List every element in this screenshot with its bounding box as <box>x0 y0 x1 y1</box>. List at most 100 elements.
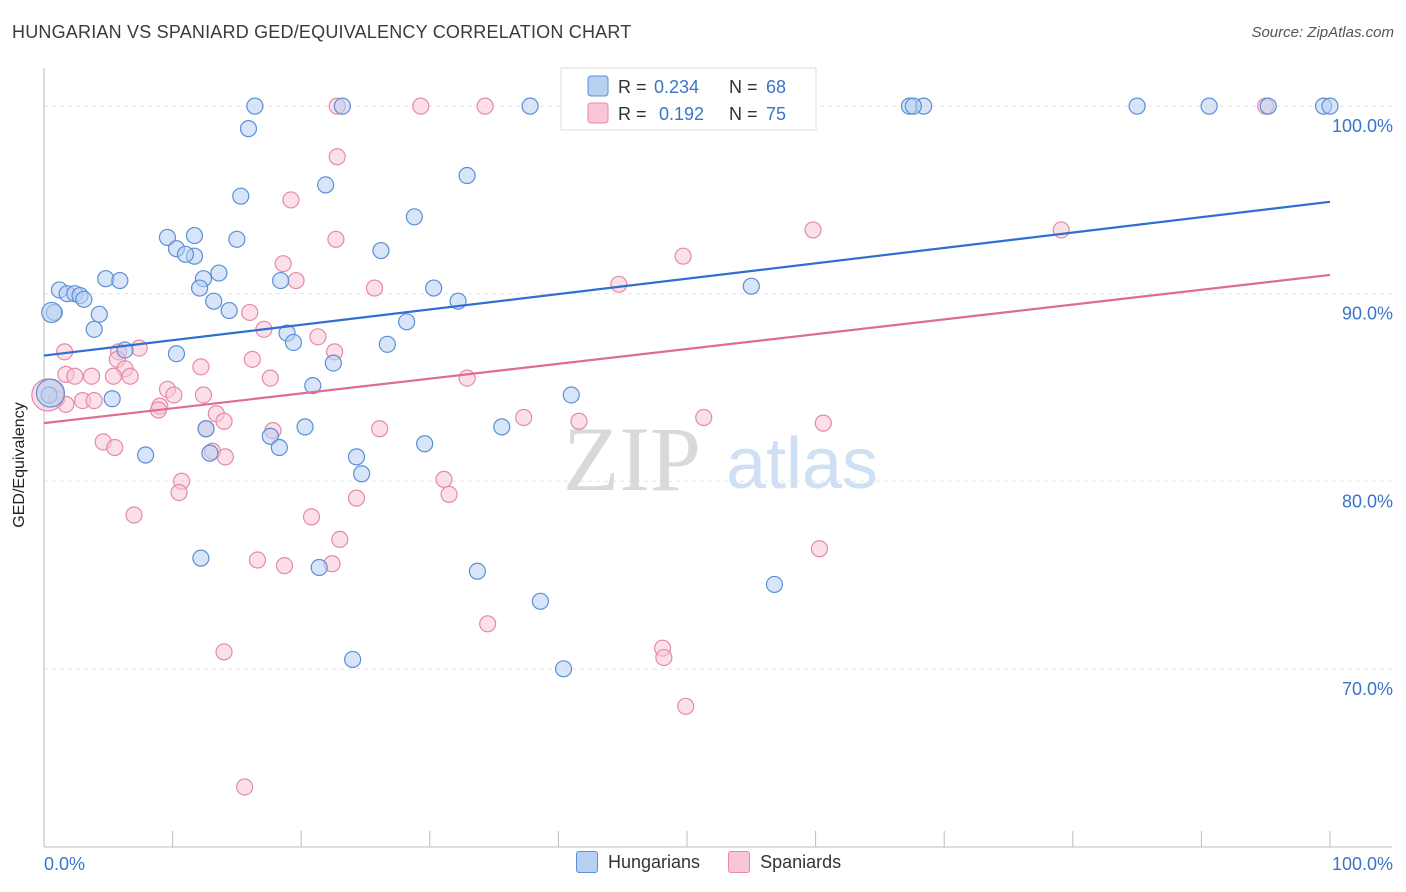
legend-swatch-spaniards-bottom <box>728 851 751 873</box>
hungarians-point-23 <box>176 245 195 263</box>
hungarians-point-21 <box>372 241 390 260</box>
spaniards-point-23 <box>243 350 261 368</box>
series-legend: Hungarians Spaniards <box>576 851 841 873</box>
watermark-atlas: atlas <box>726 424 878 504</box>
spaniards-point-57 <box>170 483 188 502</box>
spaniards-point-59 <box>347 489 366 507</box>
y-tick-label-0: 100.0% <box>1332 116 1393 136</box>
hungarians-point-7 <box>1128 97 1146 115</box>
hungarians-point-46 <box>378 335 396 353</box>
spaniards-point-28 <box>82 367 101 385</box>
hungarians-point-61 <box>201 444 219 462</box>
hungarians-point-59 <box>416 435 434 453</box>
hungarians-point-9 <box>1259 97 1277 115</box>
spaniards-point-9 <box>327 230 345 248</box>
hungarians-point-66 <box>468 562 486 580</box>
hungarians-point-70 <box>554 660 573 678</box>
spaniards-point-10 <box>674 247 692 265</box>
hungarians-point-57 <box>493 418 511 436</box>
spaniards-point-12 <box>287 271 305 290</box>
r-value-2: 0.192 <box>659 104 704 124</box>
n-label-2: N = <box>729 104 758 124</box>
hungarians-point-55 <box>296 418 314 436</box>
hungarians-point-16 <box>405 208 423 226</box>
hungarians-point-0 <box>246 97 264 115</box>
hungarians-point-43 <box>85 320 103 338</box>
hungarians-point-52 <box>304 377 322 395</box>
hungarians-point-18 <box>185 226 204 245</box>
legend-label-spaniards: Spaniards <box>760 851 842 872</box>
spaniards-point-35 <box>194 386 213 404</box>
spaniards-point-32 <box>458 369 476 387</box>
hungarians-point-12 <box>239 120 258 138</box>
hungarians-point-2 <box>521 97 539 115</box>
spaniards-point-5 <box>328 148 346 166</box>
legend-swatch-hungarians-bottom <box>576 851 598 873</box>
hungarians-point-58 <box>270 438 288 457</box>
legend-swatch-hungarians <box>587 75 609 97</box>
spaniards-point-55 <box>435 470 453 488</box>
legend-item-hungarians[interactable]: Hungarians <box>576 851 700 873</box>
axes <box>43 68 1392 848</box>
spaniards-point-2 <box>476 97 494 115</box>
r-label-1: R = <box>618 77 647 97</box>
spaniards-point-70 <box>655 648 673 667</box>
chart-title: HUNGARIAN VS SPANIARD GED/EQUIVALENCY CO… <box>12 22 632 42</box>
spaniards-point-60 <box>125 506 143 524</box>
hungarians-points <box>35 97 1339 678</box>
spaniards-point-6 <box>282 191 300 209</box>
y-tick-label-2: 80.0% <box>1342 491 1393 511</box>
hungarians-point-48 <box>167 345 186 363</box>
spaniards-point-27 <box>66 367 84 385</box>
hungarians-point-36 <box>75 290 93 308</box>
hungarians-point-17 <box>158 228 177 247</box>
spaniards-point-65 <box>275 557 294 575</box>
stats-legend: R = 0.234 N = 68 R = 0.192 N = 75 <box>560 67 817 131</box>
hungarians-point-24 <box>210 264 228 282</box>
hungarians-cluster-point-2 <box>41 301 63 324</box>
spaniards-point-54 <box>216 448 234 466</box>
hungarians-point-30 <box>742 277 760 295</box>
spaniards-point-67 <box>479 615 497 633</box>
spaniards-point-11 <box>274 255 292 273</box>
hungarians-point-56 <box>261 427 279 445</box>
tick-labels: 100.0% 90.0% 80.0% 70.0% 0.0% 100.0% <box>44 116 1393 874</box>
legend-label-hungarians: Hungarians <box>608 851 701 872</box>
spaniards-point-71 <box>677 697 695 715</box>
hungarians-point-65 <box>310 558 328 577</box>
spaniards-point-61 <box>302 508 321 526</box>
spaniards-point-30 <box>121 367 139 385</box>
hungarians-point-60 <box>136 446 155 464</box>
hungarians-point-8 <box>1200 97 1218 115</box>
spaniards-point-72 <box>236 778 254 796</box>
spaniards-point-15 <box>241 303 259 322</box>
x-tick-label-1: 100.0% <box>1332 854 1393 874</box>
source-label: Source: ZipAtlas.com <box>1251 24 1394 41</box>
hungarians-point-6 <box>904 97 922 115</box>
legend-swatch-spaniards <box>587 102 609 124</box>
hungarians-point-67 <box>531 592 549 610</box>
spaniards-point-39 <box>85 392 103 410</box>
hungarians-point-68 <box>765 575 784 594</box>
hungarians-point-19 <box>228 230 246 248</box>
y-tick-label-1: 90.0% <box>1342 304 1393 324</box>
spaniards-point-43 <box>215 412 233 430</box>
hungarians-point-15 <box>232 187 250 205</box>
spaniards-trend-line <box>43 273 1331 425</box>
r-label-2: R = <box>618 104 647 124</box>
hungarians-cluster-point <box>35 378 66 408</box>
spaniards-point-47 <box>814 414 832 432</box>
spaniards-point-17 <box>309 328 327 346</box>
hungarians-point-42 <box>398 313 416 331</box>
spaniards-point-45 <box>570 412 588 430</box>
spaniards-point-46 <box>695 408 713 427</box>
spaniards-point-64 <box>248 551 267 569</box>
hungarians-point-64 <box>192 549 210 567</box>
hungarians-point-69 <box>344 650 362 669</box>
spaniards-point-69 <box>215 643 233 661</box>
spaniards-point-7 <box>804 221 822 239</box>
r-value-1: 0.234 <box>654 77 699 97</box>
hungarians-trend-line <box>43 200 1331 357</box>
legend-item-spaniards[interactable]: Spaniards <box>728 851 841 873</box>
